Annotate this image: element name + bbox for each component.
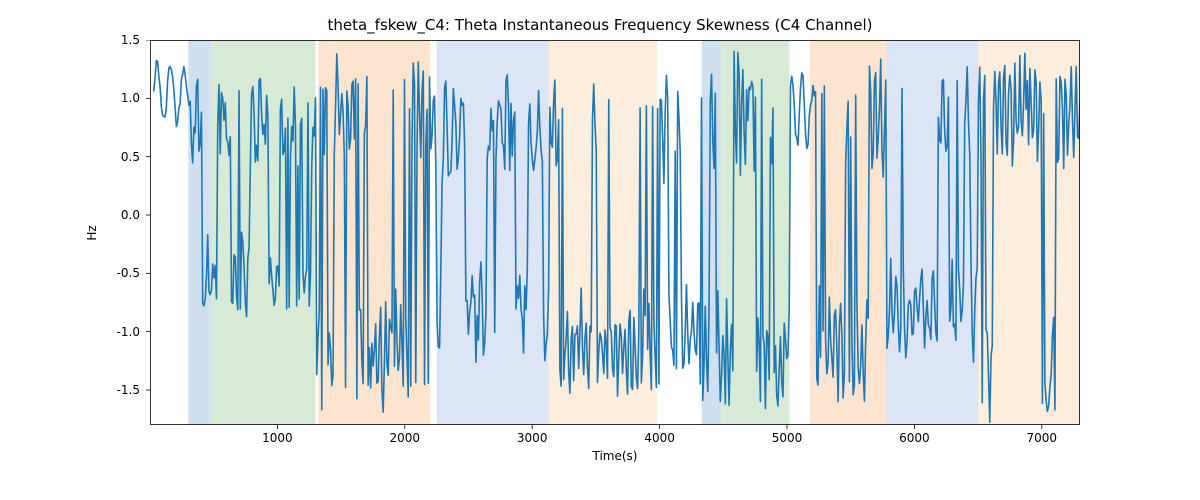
x-axis-label: Time(s) — [593, 449, 638, 463]
shaded-band — [188, 40, 211, 425]
y-tick-label: 1.5 — [121, 33, 140, 47]
plot-svg — [144, 40, 1080, 431]
chart-title: theta_fskew_C4: Theta Instantaneous Freq… — [0, 16, 1200, 34]
shaded-band — [886, 40, 965, 425]
plot-area — [150, 40, 1080, 425]
x-tick-label: 5000 — [772, 431, 803, 445]
x-tick-label: 3000 — [517, 431, 548, 445]
shaded-band — [437, 40, 535, 425]
shaded-band — [535, 40, 549, 425]
y-tick-label: 0.0 — [121, 208, 140, 222]
x-tick-label: 2000 — [390, 431, 421, 445]
x-tick-label: 6000 — [899, 431, 930, 445]
y-tick-label: -0.5 — [117, 266, 140, 280]
y-tick-label: -1.5 — [117, 383, 140, 397]
y-axis-label: Hz — [85, 225, 99, 240]
x-tick-label: 4000 — [644, 431, 675, 445]
y-tick-label: 0.5 — [121, 150, 140, 164]
x-tick-label: 1000 — [262, 431, 293, 445]
x-tick-label: 7000 — [1026, 431, 1057, 445]
figure: theta_fskew_C4: Theta Instantaneous Freq… — [0, 0, 1200, 500]
y-tick-label: 1.0 — [121, 91, 140, 105]
y-tick-label: -1.0 — [117, 325, 140, 339]
